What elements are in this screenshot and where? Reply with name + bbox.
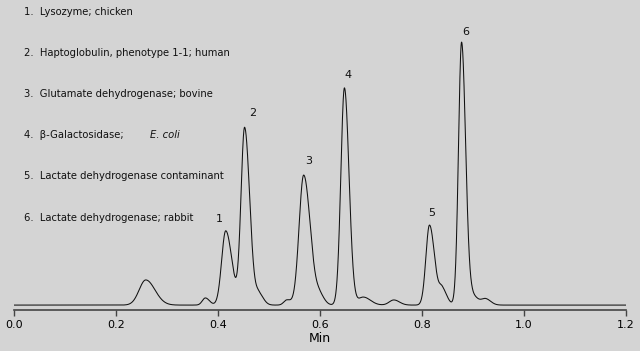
Text: 6.  Lactate dehydrogenase; rabbit: 6. Lactate dehydrogenase; rabbit: [24, 213, 193, 223]
Text: 3.  Glutamate dehydrogenase; bovine: 3. Glutamate dehydrogenase; bovine: [24, 89, 212, 99]
Text: 5.  Lactate dehydrogenase contaminant: 5. Lactate dehydrogenase contaminant: [24, 171, 223, 181]
Text: 2.  Haptoglobulin, phenotype 1-1; human: 2. Haptoglobulin, phenotype 1-1; human: [24, 48, 229, 58]
Text: 6: 6: [463, 27, 470, 37]
Text: 5: 5: [429, 208, 436, 218]
Text: 4: 4: [344, 70, 351, 80]
Text: 4.  β-Galactosidase;: 4. β-Galactosidase;: [24, 130, 126, 140]
Text: 1: 1: [216, 214, 223, 224]
Text: 2: 2: [249, 108, 256, 118]
X-axis label: Min: Min: [309, 332, 331, 345]
Text: E. coli: E. coli: [150, 130, 180, 140]
Text: 3: 3: [305, 155, 312, 166]
Text: 1.  Lysozyme; chicken: 1. Lysozyme; chicken: [24, 7, 132, 17]
